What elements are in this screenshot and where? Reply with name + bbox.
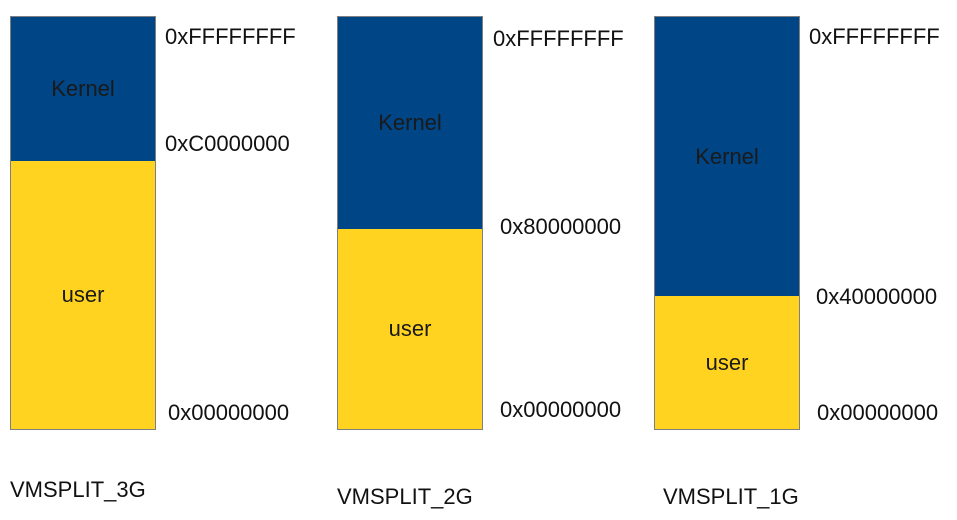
kernel-segment: Kernel xyxy=(11,17,155,162)
kernel-segment: Kernel xyxy=(655,17,799,297)
split-label: VMSPLIT_3G xyxy=(10,477,146,502)
kernel-label: Kernel xyxy=(51,76,115,101)
user-segment: user xyxy=(655,296,799,429)
top-address: 0xFFFFFFFF xyxy=(809,24,940,49)
user-segment: user xyxy=(338,229,482,429)
top-address: 0xFFFFFFFF xyxy=(493,26,624,51)
boundary-address: 0x40000000 xyxy=(816,284,938,309)
boundary-address: 0xC0000000 xyxy=(165,131,290,156)
bottom-address: 0x00000000 xyxy=(817,400,939,425)
memory-bar-vmsplit-2g: Kernel user xyxy=(337,16,483,430)
split-label: VMSPLIT_2G xyxy=(337,484,473,509)
kernel-segment: Kernel xyxy=(338,17,482,230)
user-label: user xyxy=(61,282,105,307)
user-segment: user xyxy=(11,161,155,429)
boundary-address: 0x80000000 xyxy=(500,214,622,239)
memory-bar-vmsplit-1g: Kernel user xyxy=(654,16,800,430)
kernel-label: Kernel xyxy=(378,110,442,135)
memory-bar-vmsplit-3g: Kernel user xyxy=(10,16,156,430)
split-label: VMSPLIT_1G xyxy=(663,484,799,509)
bottom-address: 0x00000000 xyxy=(168,400,290,425)
bottom-address: 0x00000000 xyxy=(500,397,622,422)
top-address: 0xFFFFFFFF xyxy=(165,24,296,49)
user-label: user xyxy=(705,349,749,375)
kernel-label: Kernel xyxy=(695,143,759,169)
user-label: user xyxy=(388,316,432,341)
